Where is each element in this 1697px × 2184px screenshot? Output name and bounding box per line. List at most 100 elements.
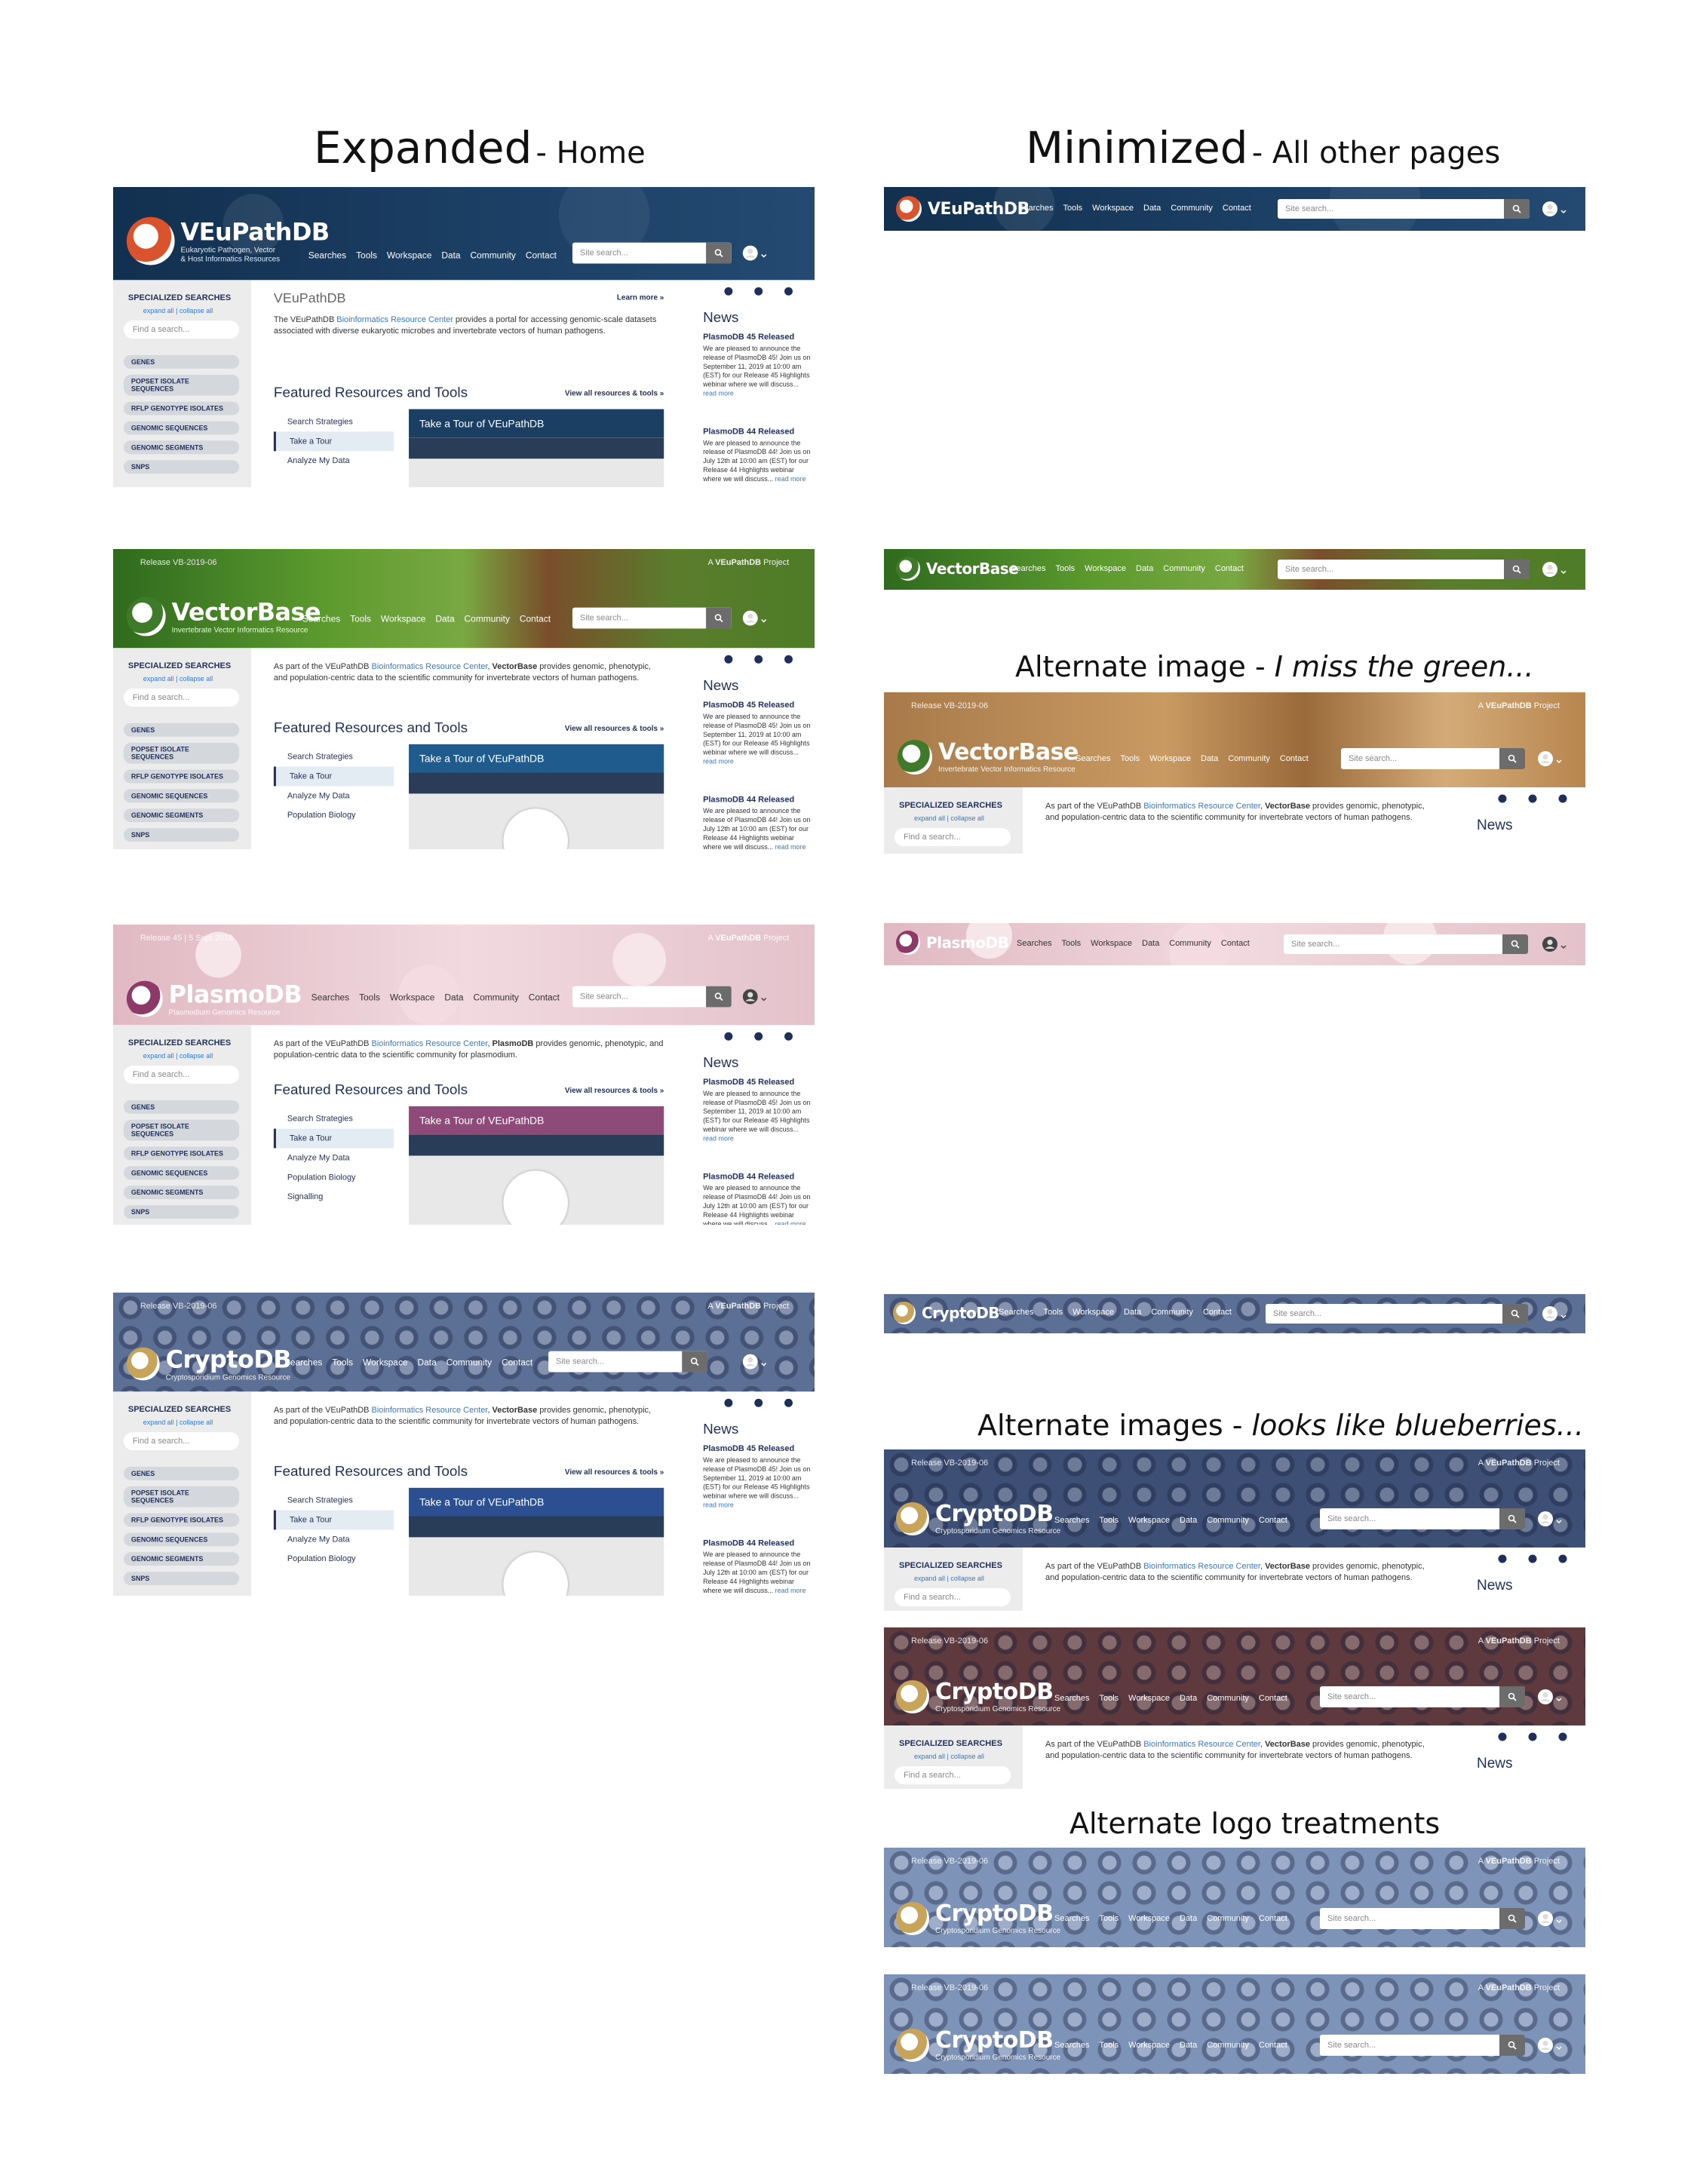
- user-icon[interactable]: [1537, 1689, 1554, 1709]
- user-icon[interactable]: [742, 610, 759, 630]
- site-search[interactable]: Site search...: [1278, 560, 1530, 579]
- site-search[interactable]: Site search...: [1320, 2035, 1525, 2056]
- chevron-down-icon[interactable]: [761, 613, 767, 627]
- user-menu[interactable]: [1537, 1910, 1562, 1931]
- sidebar-item[interactable]: GENOMIC SEQUENCES: [123, 789, 240, 803]
- chevron-down-icon[interactable]: [761, 248, 767, 262]
- site-search[interactable]: Site search...: [572, 242, 732, 264]
- nav-item-contact[interactable]: Contact: [525, 250, 557, 261]
- tool-item[interactable]: Analyze My Data: [287, 1153, 350, 1163]
- chevron-down-icon[interactable]: [1556, 1914, 1562, 1928]
- youtube-icon[interactable]: [784, 1031, 793, 1044]
- nav-item-workspace[interactable]: Workspace: [389, 992, 435, 1003]
- tool-item[interactable]: Population Biology: [287, 811, 356, 821]
- chevron-down-icon[interactable]: [1560, 1309, 1567, 1323]
- user-menu[interactable]: [742, 610, 767, 630]
- nav-item-community[interactable]: Community: [470, 250, 516, 261]
- find-search-input[interactable]: Find a search...: [895, 1588, 1011, 1606]
- site-logo[interactable]: CryptoDB Cryptosporidium Genomics Resourc…: [126, 1345, 292, 1383]
- site-logo[interactable]: PlasmoDB: [896, 931, 1009, 955]
- user-icon[interactable]: [1542, 1305, 1558, 1326]
- search-input[interactable]: Site search...: [1349, 754, 1398, 763]
- nav-item-data[interactable]: Data: [441, 250, 461, 261]
- news-item-title[interactable]: PlasmoDB 45 Released: [703, 1443, 795, 1453]
- nav-item-workspace[interactable]: Workspace: [363, 1357, 408, 1368]
- nav-item-data[interactable]: Data: [1124, 1308, 1142, 1317]
- news-item-title[interactable]: PlasmoDB 45 Released: [703, 700, 795, 710]
- site-search[interactable]: Site search...: [1320, 1508, 1525, 1529]
- search-button[interactable]: [1499, 1508, 1525, 1529]
- site-search[interactable]: Site search...: [1320, 1908, 1525, 1929]
- nav-item-searches[interactable]: Searches: [308, 250, 347, 261]
- intro-link[interactable]: Bioinformatics Resource Center: [1143, 1740, 1260, 1749]
- site-logo[interactable]: VectorBase Invertebrate Vector Informatic…: [126, 597, 321, 636]
- facebook-icon[interactable]: [1528, 1554, 1537, 1567]
- user-icon[interactable]: [1537, 1511, 1554, 1531]
- nav-item-searches[interactable]: Searches: [1054, 1516, 1090, 1525]
- nav-item-contact[interactable]: Contact: [1258, 1516, 1287, 1525]
- nav-item-tools[interactable]: Tools: [1043, 1308, 1063, 1317]
- find-search-input[interactable]: Find a search...: [895, 1766, 1011, 1784]
- twitter-icon[interactable]: [724, 286, 733, 299]
- read-more-link[interactable]: read more: [703, 1501, 734, 1509]
- sidebar-item[interactable]: SNPS: [123, 828, 240, 842]
- site-search[interactable]: Site search...: [1278, 199, 1530, 219]
- user-menu[interactable]: [1542, 201, 1567, 221]
- nav-item-community[interactable]: Community: [1151, 1308, 1193, 1317]
- tour-panel[interactable]: Take a Tour of VEuPathDB: [409, 1487, 664, 1596]
- chevron-down-icon[interactable]: [1560, 565, 1567, 578]
- project-name[interactable]: VEuPathDB: [1485, 1636, 1532, 1646]
- sidebar-item[interactable]: POPSET ISOLATE SEQUENCES: [123, 374, 240, 396]
- nav-item-searches[interactable]: Searches: [311, 992, 350, 1003]
- sidebar-item[interactable]: GENES: [123, 1100, 240, 1114]
- user-menu[interactable]: [1537, 1689, 1562, 1709]
- twitter-icon[interactable]: [724, 654, 733, 667]
- twitter-icon[interactable]: [1498, 793, 1507, 807]
- search-input[interactable]: Site search...: [1285, 565, 1334, 574]
- nav-item-workspace[interactable]: Workspace: [380, 613, 426, 624]
- nav-item-workspace[interactable]: Workspace: [1128, 2041, 1170, 2050]
- nav-item-community[interactable]: Community: [1207, 1694, 1249, 1703]
- tool-item[interactable]: Search Strategies: [287, 1114, 353, 1124]
- sidebar-item[interactable]: RFLP GENOTYPE ISOLATES: [123, 1146, 240, 1161]
- intro-link[interactable]: Bioinformatics Resource Center: [1143, 802, 1260, 811]
- search-input[interactable]: Site search...: [1327, 1514, 1376, 1523]
- nav-item-tools[interactable]: Tools: [359, 992, 380, 1003]
- nav-item-workspace[interactable]: Workspace: [1073, 1308, 1114, 1317]
- sidebar-item[interactable]: RFLP GENOTYPE ISOLATES: [123, 401, 240, 416]
- expand-collapse-links[interactable]: expand all | collapse all: [914, 1575, 984, 1582]
- chevron-down-icon[interactable]: [761, 992, 767, 1005]
- tool-item[interactable]: Take a Tour: [273, 766, 394, 787]
- user-menu[interactable]: [1542, 1305, 1567, 1326]
- news-item-title[interactable]: PlasmoDB 44 Released: [703, 1538, 795, 1548]
- nav-item-data[interactable]: Data: [1180, 1914, 1198, 1923]
- tool-item[interactable]: Analyze My Data: [287, 1535, 350, 1544]
- twitter-icon[interactable]: [724, 1031, 733, 1044]
- search-input[interactable]: Site search...: [579, 248, 628, 258]
- expand-collapse-links[interactable]: expand all | collapse all: [143, 675, 213, 683]
- user-icon[interactable]: [1537, 1910, 1554, 1931]
- nav-item-data[interactable]: Data: [1142, 939, 1160, 948]
- nav-item-data[interactable]: Data: [1180, 1694, 1198, 1703]
- find-search-input[interactable]: Find a search...: [123, 1066, 240, 1084]
- site-logo[interactable]: VEuPathDB Eukaryotic Pathogen, Vector & Ho…: [126, 216, 330, 265]
- nav-item-data[interactable]: Data: [435, 613, 455, 624]
- user-menu[interactable]: [742, 989, 767, 1009]
- site-search[interactable]: Site search...: [1341, 748, 1525, 769]
- sidebar-item[interactable]: SNPS: [123, 1572, 240, 1586]
- search-button[interactable]: [1502, 1304, 1528, 1324]
- nav-item-data[interactable]: Data: [1180, 2041, 1198, 2050]
- tour-panel[interactable]: Take a Tour of VEuPathDB: [409, 1106, 664, 1225]
- site-search[interactable]: Site search...: [1284, 934, 1528, 954]
- twitter-icon[interactable]: [724, 1397, 733, 1411]
- site-logo[interactable]: CryptoDB Cryptosporidium Genomics Resourc…: [896, 1501, 1060, 1536]
- nav-item-workspace[interactable]: Workspace: [1092, 204, 1134, 213]
- search-button[interactable]: [1499, 748, 1525, 769]
- nav-item-searches[interactable]: Searches: [1054, 1914, 1090, 1923]
- facebook-icon[interactable]: [754, 286, 763, 299]
- nav-item-tools[interactable]: Tools: [1063, 204, 1083, 213]
- search-button[interactable]: [706, 242, 732, 264]
- nav-item-tools[interactable]: Tools: [356, 250, 377, 261]
- nav-item-tools[interactable]: Tools: [1099, 1516, 1119, 1525]
- nav-item-contact[interactable]: Contact: [528, 992, 560, 1003]
